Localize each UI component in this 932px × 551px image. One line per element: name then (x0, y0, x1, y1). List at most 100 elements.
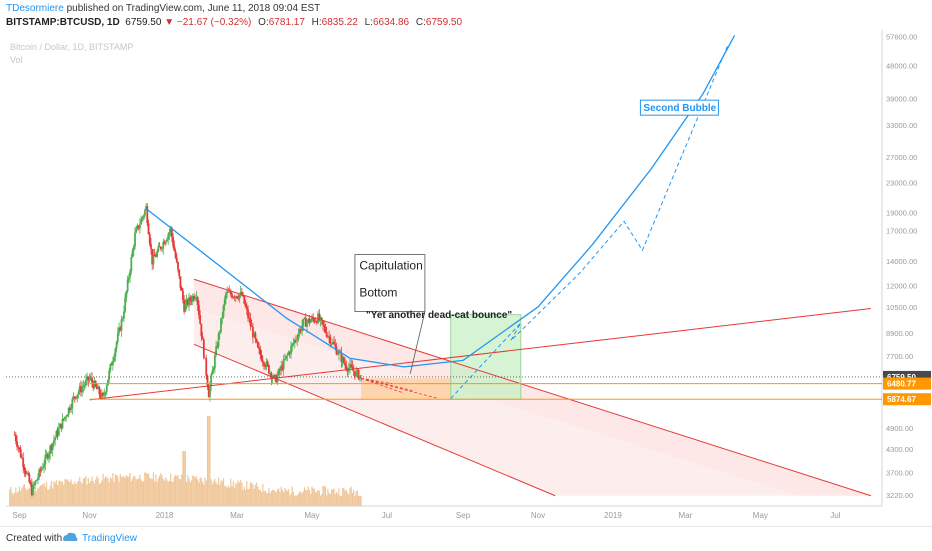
candle-body (254, 332, 257, 340)
candle-body (98, 386, 101, 395)
candle-body (243, 295, 246, 304)
candle-body (44, 455, 47, 465)
candle-body (344, 362, 346, 366)
candle-body (201, 336, 204, 340)
candle-body (111, 361, 114, 366)
candle-body (229, 291, 232, 295)
candle-body (287, 352, 290, 355)
y-tick-label: 7700.00 (886, 352, 913, 361)
candle-body (216, 346, 219, 348)
y-tick-label: 57600.00 (886, 32, 917, 41)
candle-body (342, 357, 345, 363)
candle-body (118, 327, 120, 334)
candle-body (207, 386, 210, 398)
candle-body (318, 313, 321, 321)
candle-body (86, 376, 88, 380)
candle-body (16, 441, 18, 447)
candle-body (295, 339, 297, 341)
candle-body (261, 360, 264, 363)
candle-body (124, 297, 127, 312)
candle-body (61, 418, 64, 429)
candle-body (282, 359, 285, 370)
candle-body (296, 339, 299, 341)
y-tick-label: 33000.00 (886, 121, 917, 130)
candle-body (116, 333, 119, 343)
candle-body (154, 256, 157, 258)
last-price: 6759.50 (125, 17, 162, 28)
y-tick-label: 14000.00 (886, 257, 917, 266)
candle-body (55, 431, 58, 438)
candle-body (225, 293, 227, 300)
candle-body (93, 381, 96, 389)
candle-body (75, 397, 77, 399)
publish-info: published on TradingView.com, June 11, 2… (66, 3, 321, 14)
x-tick-label: 2018 (156, 511, 174, 520)
candle-body (84, 379, 87, 385)
price-badge-label: 5874.67 (887, 395, 916, 404)
tradingview-brand-link[interactable]: TradingView (82, 533, 138, 544)
author-link[interactable]: TDesormiere (6, 3, 64, 14)
candle-body (158, 246, 161, 248)
candle-body (67, 407, 70, 415)
bubble-curve (145, 35, 736, 368)
candle-body (333, 341, 335, 345)
candle-body (24, 470, 27, 474)
candle-body (360, 375, 362, 376)
candle-body (125, 291, 128, 298)
candle-body (46, 454, 49, 459)
candle-body (28, 474, 31, 483)
x-tick-label: Jul (830, 511, 840, 520)
candle-body (326, 336, 329, 338)
candle-body (123, 311, 125, 319)
candle-body (108, 370, 111, 380)
candle-body (83, 384, 86, 387)
support-trendline (89, 307, 872, 401)
candle-body (96, 385, 98, 390)
candle-body (357, 369, 360, 380)
candle-body (352, 370, 355, 372)
candle-body (302, 318, 305, 326)
candle-body (233, 296, 236, 298)
candle-body (217, 333, 220, 347)
price-change: −21.67 (−0.32%) (176, 17, 252, 28)
y-tick-label: 10500.00 (886, 303, 917, 312)
x-tick-label: May (753, 511, 768, 520)
candle-body (340, 352, 343, 363)
candle-body (309, 320, 312, 323)
candle-body (182, 290, 184, 300)
candle-body (248, 317, 251, 319)
candle-body (313, 319, 316, 322)
y-tick-label: 8900.00 (886, 329, 913, 338)
x-tick-label: Mar (230, 511, 244, 520)
bottom-label: Bottom (359, 286, 397, 300)
candle-body (162, 241, 165, 249)
x-tick-label: Mar (679, 511, 693, 520)
candle-body (292, 342, 295, 344)
candle-body (322, 320, 324, 325)
candle-body (266, 361, 269, 366)
candle-body (76, 394, 79, 399)
candle-body (196, 297, 199, 305)
candle-body (151, 248, 154, 265)
candle-body (285, 355, 288, 359)
candle-body (245, 306, 248, 310)
candle-body (312, 317, 315, 320)
candle-body (66, 414, 69, 417)
candle-body (281, 365, 284, 370)
candle-body (239, 291, 242, 295)
candle-body (70, 408, 73, 411)
candle-body (110, 363, 113, 366)
candle-body (252, 327, 254, 338)
candle-body (193, 295, 195, 300)
candle-body (80, 386, 82, 393)
candle-body (259, 349, 262, 355)
x-tick-label: Jul (382, 511, 392, 520)
y-tick-label: 4300.00 (886, 445, 913, 454)
candle-body (331, 341, 334, 344)
candle-body (204, 357, 206, 359)
price-chart[interactable]: Bitcoin / Dollar, 1D, BITSTAMP Vol Capitul… (0, 0, 932, 526)
candle-body (50, 445, 53, 450)
y-tick-label: 39000.00 (886, 94, 917, 103)
channel-lower-fill (193, 308, 799, 496)
symbol-label[interactable]: BITSTAMP:BTCUSD, 1D (6, 17, 120, 28)
